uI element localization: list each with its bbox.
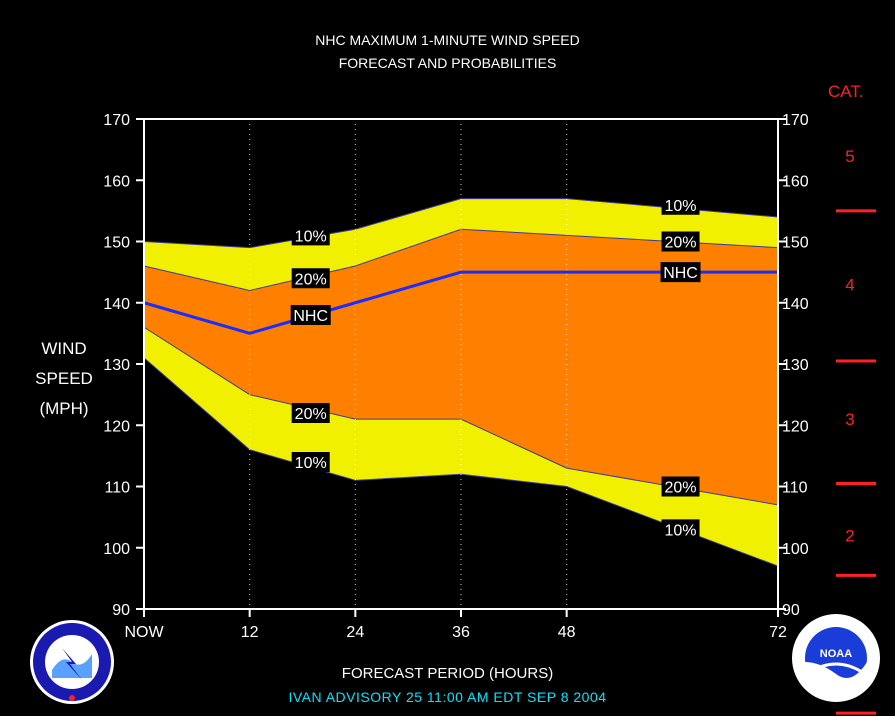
x-tick-label-NOW: NOW <box>124 624 164 641</box>
y-tick-label-right-170: 170 <box>782 112 809 129</box>
y-tick-label-left-100: 100 <box>103 541 130 558</box>
x-tick-label-48: 48 <box>558 624 576 641</box>
annotation-box-9 <box>661 519 700 540</box>
y-tick-label-right-100: 100 <box>782 541 809 558</box>
x-tick-label-72: 72 <box>769 624 787 641</box>
nws-logo <box>30 620 114 704</box>
annotation-label-1: 20% <box>295 271 327 288</box>
svg-text:NOAA: NOAA <box>820 648 852 660</box>
y-tick-label-left-160: 160 <box>103 173 130 190</box>
annotation-box-3 <box>291 403 330 423</box>
x-tick-label-12: 12 <box>241 624 259 641</box>
annotation-label-6: 20% <box>665 235 697 252</box>
series-line-20-upper <box>143 228 779 292</box>
y-axis-label-line3: (MPH) <box>39 399 89 418</box>
y-tick-label-left-120: 120 <box>103 418 130 435</box>
chart-title: NHC MAXIMUM 1-MINUTE WIND SPEED <box>315 32 580 48</box>
annotation-box-5 <box>661 194 700 215</box>
y-tick-label-left-90: 90 <box>112 602 130 619</box>
annotation-label-8: 20% <box>665 480 697 497</box>
category-label-2: 2 <box>845 527 854 546</box>
series-line-10-lower <box>143 357 779 567</box>
series-line-10-upper <box>143 198 779 249</box>
y-tick-label-right-140: 140 <box>782 296 809 313</box>
category-label-3: 3 <box>845 410 854 429</box>
annotation-box-0 <box>291 225 330 246</box>
y-tick-label-left-110: 110 <box>104 480 130 497</box>
x-tick-label-24: 24 <box>346 624 364 641</box>
annotation-label-5: 10% <box>665 198 697 215</box>
annotation-label-3: 20% <box>295 406 327 423</box>
annotation-label-0: 10% <box>295 228 327 245</box>
y-tick-label-left-130: 130 <box>103 357 130 374</box>
y-tick-label-left-140: 140 <box>103 296 130 313</box>
y-tick-label-right-150: 150 <box>782 235 809 252</box>
annotation-label-4: 10% <box>295 455 327 472</box>
annotation-box-8 <box>661 476 700 497</box>
annotation-box-6 <box>661 231 700 252</box>
x-axis-label: FORECAST PERIOD (HOURS) <box>341 665 554 682</box>
annotation-box-2 <box>290 305 331 325</box>
y-tick-label-right-90: 90 <box>782 602 800 619</box>
y-tick-label-right-110: 110 <box>782 480 808 497</box>
category-label-5: 5 <box>845 147 854 166</box>
y-axis-label-line2: SPEED <box>35 369 93 388</box>
category-label-4: 4 <box>845 275 854 294</box>
annotation-box-7 <box>660 262 701 283</box>
y-tick-label-right-160: 160 <box>782 173 809 190</box>
annotation-box-1 <box>291 268 330 289</box>
annotation-label-9: 10% <box>665 522 697 539</box>
series-line-nhc <box>143 270 778 335</box>
chart-subtitle: FORECAST AND PROBABILITIES <box>338 55 557 71</box>
annotation-label-2: NHC <box>293 308 328 325</box>
category-title: CAT. <box>828 82 864 101</box>
annotation-box-4 <box>291 452 330 472</box>
y-tick-label-right-120: 120 <box>782 418 809 435</box>
x-tick-label-36: 36 <box>452 624 470 641</box>
y-axis-label-line1: WIND <box>41 339 87 358</box>
y-tick-label-left-150: 150 <box>103 235 130 252</box>
series-line-20-lower <box>143 326 779 506</box>
y-tick-label-right-130: 130 <box>782 357 809 374</box>
y-tick-label-left-170: 170 <box>103 112 130 129</box>
advisory-line: IVAN ADVISORY 25 11:00 AM EDT SEP 8 2004 <box>288 689 607 705</box>
noaa-logo: NOAA <box>792 614 880 702</box>
annotation-label-7: NHC <box>663 265 698 282</box>
band-20-percent <box>144 229 778 505</box>
